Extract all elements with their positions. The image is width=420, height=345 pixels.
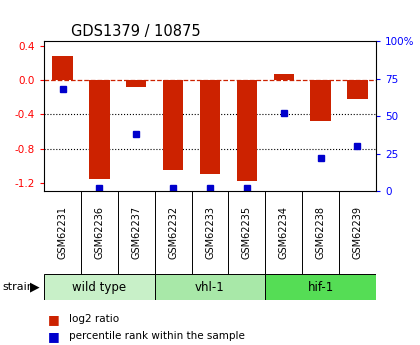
Bar — [155, 274, 265, 300]
Text: GSM62239: GSM62239 — [352, 206, 362, 259]
Text: vhl-1: vhl-1 — [195, 281, 225, 294]
Bar — [52, 56, 73, 80]
Text: GSM62234: GSM62234 — [279, 206, 289, 259]
Text: log2 ratio: log2 ratio — [69, 314, 119, 324]
Text: GSM62231: GSM62231 — [58, 206, 68, 259]
Bar — [347, 80, 368, 99]
Text: GSM62233: GSM62233 — [205, 206, 215, 259]
Bar — [89, 80, 110, 179]
Text: GSM62237: GSM62237 — [131, 206, 141, 259]
Bar — [265, 274, 376, 300]
Bar — [310, 80, 331, 121]
Text: ■: ■ — [48, 330, 60, 343]
Bar — [163, 80, 183, 170]
Bar — [200, 80, 220, 174]
Text: GSM62235: GSM62235 — [242, 206, 252, 259]
Text: GSM62232: GSM62232 — [168, 206, 178, 259]
Text: wild type: wild type — [72, 281, 126, 294]
Bar — [44, 274, 155, 300]
Text: ■: ■ — [48, 313, 60, 326]
Text: GDS1379 / 10875: GDS1379 / 10875 — [71, 24, 200, 39]
Text: strain: strain — [2, 282, 34, 292]
Bar — [273, 74, 294, 80]
Text: ▶: ▶ — [30, 281, 39, 294]
Text: GSM62238: GSM62238 — [315, 206, 326, 259]
Text: percentile rank within the sample: percentile rank within the sample — [69, 332, 245, 341]
Bar — [126, 80, 147, 87]
Text: hif-1: hif-1 — [307, 281, 334, 294]
Bar — [237, 80, 257, 181]
Text: GSM62236: GSM62236 — [94, 206, 105, 259]
